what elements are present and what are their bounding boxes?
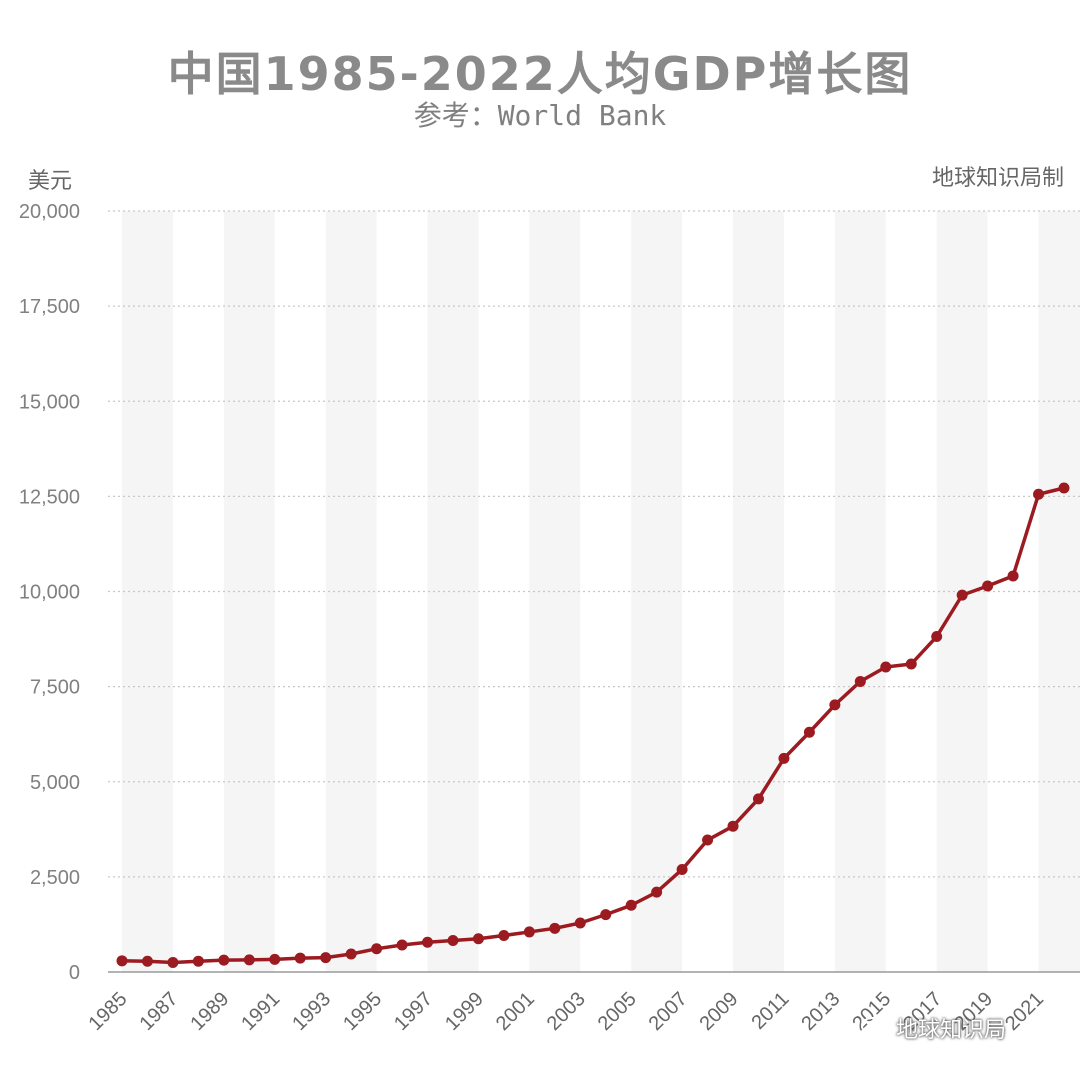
data-point	[371, 943, 383, 955]
data-point	[1007, 570, 1019, 582]
background-band	[427, 211, 479, 972]
y-axis-unit-label: 美元	[28, 169, 73, 194]
data-point	[167, 956, 179, 968]
x-tick-label: 2001	[492, 988, 539, 1035]
y-tick-label: 20,000	[19, 201, 80, 223]
grid-lines	[108, 210, 1080, 973]
data-point	[931, 631, 943, 643]
data-point	[727, 820, 739, 832]
data-point	[523, 926, 535, 938]
data-point	[1058, 482, 1070, 494]
data-point	[956, 589, 968, 601]
chart-subtitle: 参考：World Bank	[413, 99, 667, 132]
y-tick-label: 12,500	[19, 486, 80, 508]
data-point	[676, 863, 688, 875]
data-point	[422, 936, 434, 948]
y-tick-label: 15,000	[19, 391, 80, 413]
x-tick-label: 2007	[645, 988, 692, 1035]
data-point	[1033, 488, 1045, 500]
x-tick-label: 1999	[441, 988, 488, 1035]
y-tick-labels: 0 2,500 5,000 7,500 10,000 12,500 15,000 17,500…	[19, 201, 80, 984]
data-points	[116, 482, 1070, 968]
watermark-text: 地球知识局	[896, 1018, 1007, 1043]
y-tick-label: 2,500	[30, 867, 80, 889]
data-point	[294, 952, 306, 964]
data-point	[472, 933, 484, 945]
data-point	[269, 953, 281, 965]
y-tick-label: 10,000	[19, 582, 80, 604]
y-tick-label: 7,500	[30, 677, 80, 699]
y-tick-label: 0	[69, 962, 80, 984]
x-tick-label: 1995	[339, 988, 386, 1035]
x-tick-label: 2003	[543, 988, 590, 1035]
data-point	[600, 909, 612, 921]
data-point	[702, 834, 714, 846]
data-point	[880, 661, 892, 673]
x-tick-label: 2011	[748, 988, 794, 1034]
x-tick-label: 2005	[594, 988, 641, 1035]
data-point	[498, 930, 510, 942]
x-tick-label: 1993	[288, 988, 335, 1035]
data-point	[192, 955, 204, 967]
wechat-icon	[860, 1016, 890, 1040]
y-tick-label: 5,000	[30, 772, 80, 794]
x-tick-label: 1985	[85, 988, 132, 1035]
credit-label: 地球知识局制	[931, 166, 1064, 191]
background-bands	[122, 211, 1080, 972]
data-point	[651, 886, 663, 898]
data-point	[752, 793, 764, 805]
data-point	[625, 899, 637, 911]
watermark: 地球知识局	[860, 1012, 1006, 1044]
x-tick-label: 1989	[186, 988, 233, 1035]
data-point	[829, 699, 841, 711]
data-point	[778, 752, 790, 764]
x-tick-label: 2021	[1001, 988, 1048, 1035]
data-point	[243, 954, 255, 966]
data-point	[116, 955, 128, 967]
data-point	[574, 917, 586, 929]
data-point	[141, 955, 153, 967]
data-point	[982, 580, 994, 592]
x-tick-label: 1991	[237, 988, 284, 1035]
x-tick-label: 2009	[696, 988, 743, 1035]
data-point	[218, 954, 230, 966]
data-point	[549, 922, 561, 934]
data-point	[396, 939, 408, 951]
data-point	[803, 726, 815, 738]
data-point	[905, 658, 917, 670]
data-point	[854, 675, 866, 687]
y-tick-label: 17,500	[19, 296, 80, 318]
x-tick-label: 2013	[797, 988, 844, 1035]
x-tick-label: 1987	[135, 988, 182, 1035]
x-tick-label: 1997	[390, 988, 437, 1035]
chart-title: 中国1985-2022人均GDP增长图	[167, 47, 913, 101]
data-point	[447, 934, 459, 946]
data-point	[320, 952, 332, 964]
data-point	[345, 948, 357, 960]
